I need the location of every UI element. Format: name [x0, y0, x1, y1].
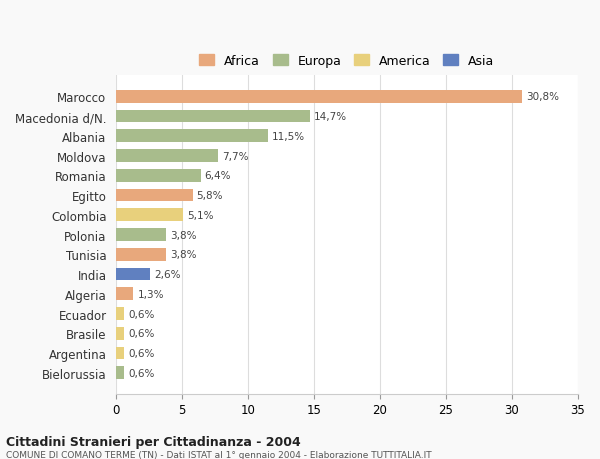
Bar: [116, 347, 124, 360]
Bar: [116, 268, 151, 281]
Bar: [116, 327, 124, 340]
Text: 5,8%: 5,8%: [197, 190, 223, 201]
Text: 0,6%: 0,6%: [128, 329, 154, 339]
Bar: [116, 248, 166, 261]
Bar: [116, 308, 124, 320]
Bar: [116, 169, 200, 182]
Bar: [116, 189, 193, 202]
Legend: Africa, Europa, America, Asia: Africa, Europa, America, Asia: [196, 50, 498, 71]
Bar: [116, 367, 124, 380]
Text: 5,1%: 5,1%: [187, 210, 214, 220]
Text: 3,8%: 3,8%: [170, 230, 197, 240]
Bar: [116, 209, 184, 222]
Bar: [116, 90, 522, 103]
Text: 11,5%: 11,5%: [272, 131, 305, 141]
Text: 0,6%: 0,6%: [128, 309, 154, 319]
Bar: [116, 229, 166, 241]
Bar: [116, 110, 310, 123]
Text: 1,3%: 1,3%: [137, 289, 164, 299]
Text: Cittadini Stranieri per Cittadinanza - 2004: Cittadini Stranieri per Cittadinanza - 2…: [6, 435, 301, 448]
Text: 14,7%: 14,7%: [314, 112, 347, 122]
Bar: [116, 150, 218, 162]
Text: 0,6%: 0,6%: [128, 368, 154, 378]
Text: 3,8%: 3,8%: [170, 250, 197, 260]
Text: 7,7%: 7,7%: [221, 151, 248, 161]
Text: COMUNE DI COMANO TERME (TN) - Dati ISTAT al 1° gennaio 2004 - Elaborazione TUTTI: COMUNE DI COMANO TERME (TN) - Dati ISTAT…: [6, 450, 431, 459]
Bar: [116, 288, 133, 301]
Bar: [116, 130, 268, 143]
Text: 6,4%: 6,4%: [205, 171, 231, 181]
Text: 0,6%: 0,6%: [128, 348, 154, 358]
Text: 30,8%: 30,8%: [526, 92, 559, 102]
Text: 2,6%: 2,6%: [154, 269, 181, 280]
